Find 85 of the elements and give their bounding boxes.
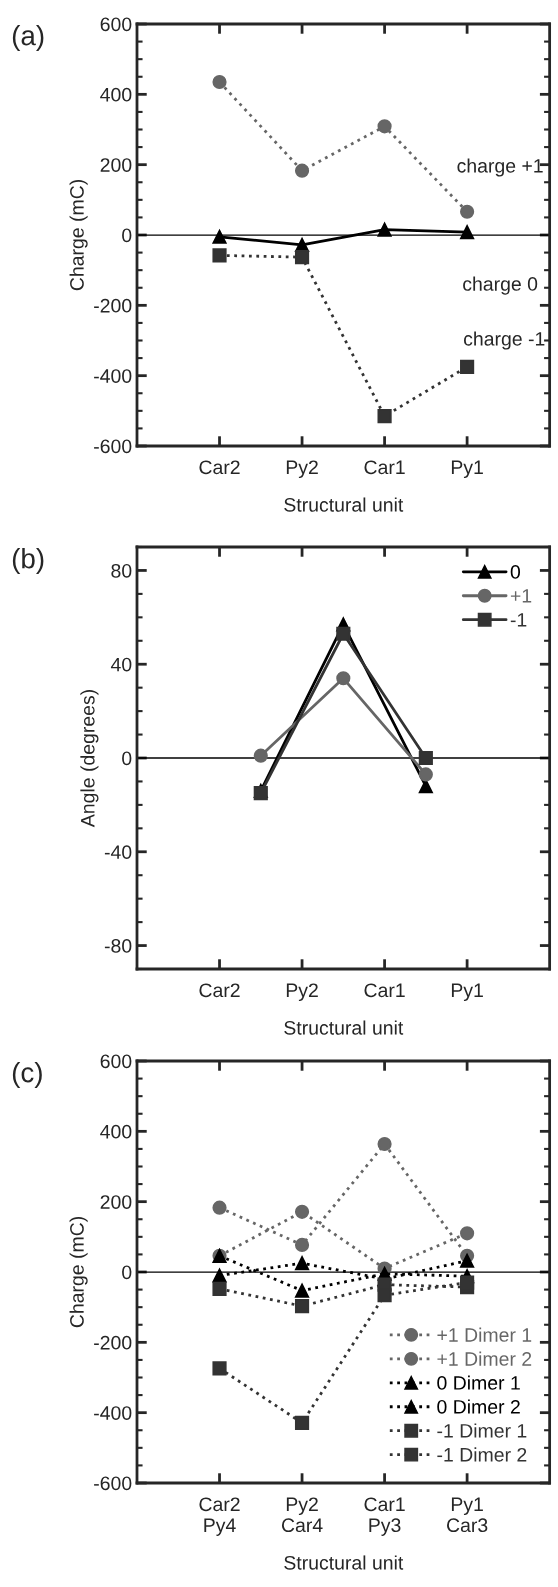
- x-axis-title: Structural unit: [284, 1555, 404, 1570]
- point: [460, 225, 475, 240]
- point: [294, 250, 310, 265]
- point: [460, 1275, 475, 1290]
- point: [377, 1136, 392, 1152]
- y-tick-label: -200: [94, 298, 132, 313]
- legend-label: +1: [510, 589, 532, 603]
- point: [212, 1200, 227, 1215]
- annotation: charge 0: [463, 276, 538, 295]
- point: [294, 1283, 310, 1298]
- point: [460, 204, 475, 219]
- point: [377, 222, 392, 237]
- point: [418, 767, 433, 782]
- point: [418, 750, 433, 766]
- legend-label: -1: [510, 613, 527, 627]
- legend-label: 0 Dimer 1: [437, 1375, 520, 1390]
- y-tick-label: 200: [100, 1195, 132, 1209]
- point: [212, 1361, 227, 1376]
- point: [253, 748, 268, 763]
- point: [294, 1204, 310, 1219]
- text: (c): [12, 1062, 42, 1088]
- y-axis-title: Charge (mC): [69, 180, 88, 291]
- x-tick-label: Car1: [364, 460, 405, 475]
- point: [294, 1415, 310, 1430]
- point: [418, 779, 433, 794]
- x-tick-label: Car2: [199, 983, 240, 998]
- x-tick-label: Py2: [286, 460, 318, 479]
- point: [212, 74, 227, 90]
- x-axis-title: Structural unit: [284, 1020, 404, 1035]
- y-tick-label: 80: [111, 563, 132, 578]
- x-tick-label: Car2 Py4: [199, 1497, 240, 1536]
- y-tick-label: -600: [94, 1476, 132, 1491]
- annotation: charge +1: [457, 158, 543, 177]
- point: [212, 1281, 227, 1296]
- x-tick-label: Car1 Py3: [364, 1497, 405, 1536]
- y-axis-title: Angle (degrees): [80, 690, 99, 828]
- y-tick-label: 0: [122, 1265, 132, 1280]
- y-tick-label: -400: [94, 1406, 132, 1420]
- point: [377, 409, 392, 424]
- point: [294, 1299, 310, 1314]
- y-tick-label: 0: [122, 228, 132, 243]
- y-tick-label: 40: [110, 657, 132, 672]
- y-tick-label: 400: [100, 1124, 132, 1139]
- x-axis-title: Structural unit: [284, 497, 404, 512]
- y-tick-label: 200: [100, 158, 132, 172]
- point: [294, 163, 310, 178]
- x-tick-label: Car2: [199, 460, 240, 475]
- y-tick-label: -80: [104, 939, 132, 953]
- point: [253, 786, 268, 801]
- x-tick-label: Py1: [451, 983, 483, 1002]
- point: [460, 1253, 475, 1268]
- y-tick-label: -200: [94, 1335, 132, 1350]
- text: (a): [12, 25, 44, 51]
- y-tick-label: -400: [94, 369, 132, 383]
- legend-label: +1 Dimer 2: [437, 1351, 532, 1366]
- point: [294, 1237, 310, 1253]
- legend-label: 0 Dimer 2: [437, 1399, 520, 1414]
- legend-label: 0: [510, 565, 521, 579]
- x-tick-label: Py2: [286, 983, 318, 1002]
- point: [212, 248, 227, 263]
- point: [294, 1256, 310, 1271]
- legend-label: +1 Dimer 1: [437, 1327, 532, 1342]
- annotation: charge -1: [464, 331, 545, 350]
- point: [460, 359, 475, 374]
- point: [377, 1288, 392, 1303]
- y-tick-label: -40: [104, 845, 132, 860]
- x-tick-label: Py1: [451, 460, 483, 479]
- x-tick-label: Py2 Car4: [281, 1497, 323, 1533]
- point: [336, 671, 351, 686]
- point: [336, 626, 351, 641]
- point: [377, 119, 392, 134]
- text: (b): [12, 548, 44, 574]
- point: [212, 229, 227, 244]
- x-tick-label: Py1 Car3: [447, 1497, 488, 1533]
- point: [212, 1268, 227, 1283]
- y-tick-label: 0: [122, 751, 132, 766]
- legend-label: -1 Dimer 2: [437, 1447, 527, 1462]
- point: [460, 1226, 475, 1241]
- y-tick-label: 600: [100, 1054, 132, 1069]
- y-tick-label: 400: [100, 87, 132, 102]
- y-tick-label: -600: [94, 439, 132, 454]
- x-tick-label: Car1: [364, 983, 405, 998]
- legend-label: -1 Dimer 1: [437, 1423, 527, 1438]
- y-axis-title: Charge (mC): [69, 1217, 88, 1328]
- y-tick-label: 600: [100, 17, 132, 32]
